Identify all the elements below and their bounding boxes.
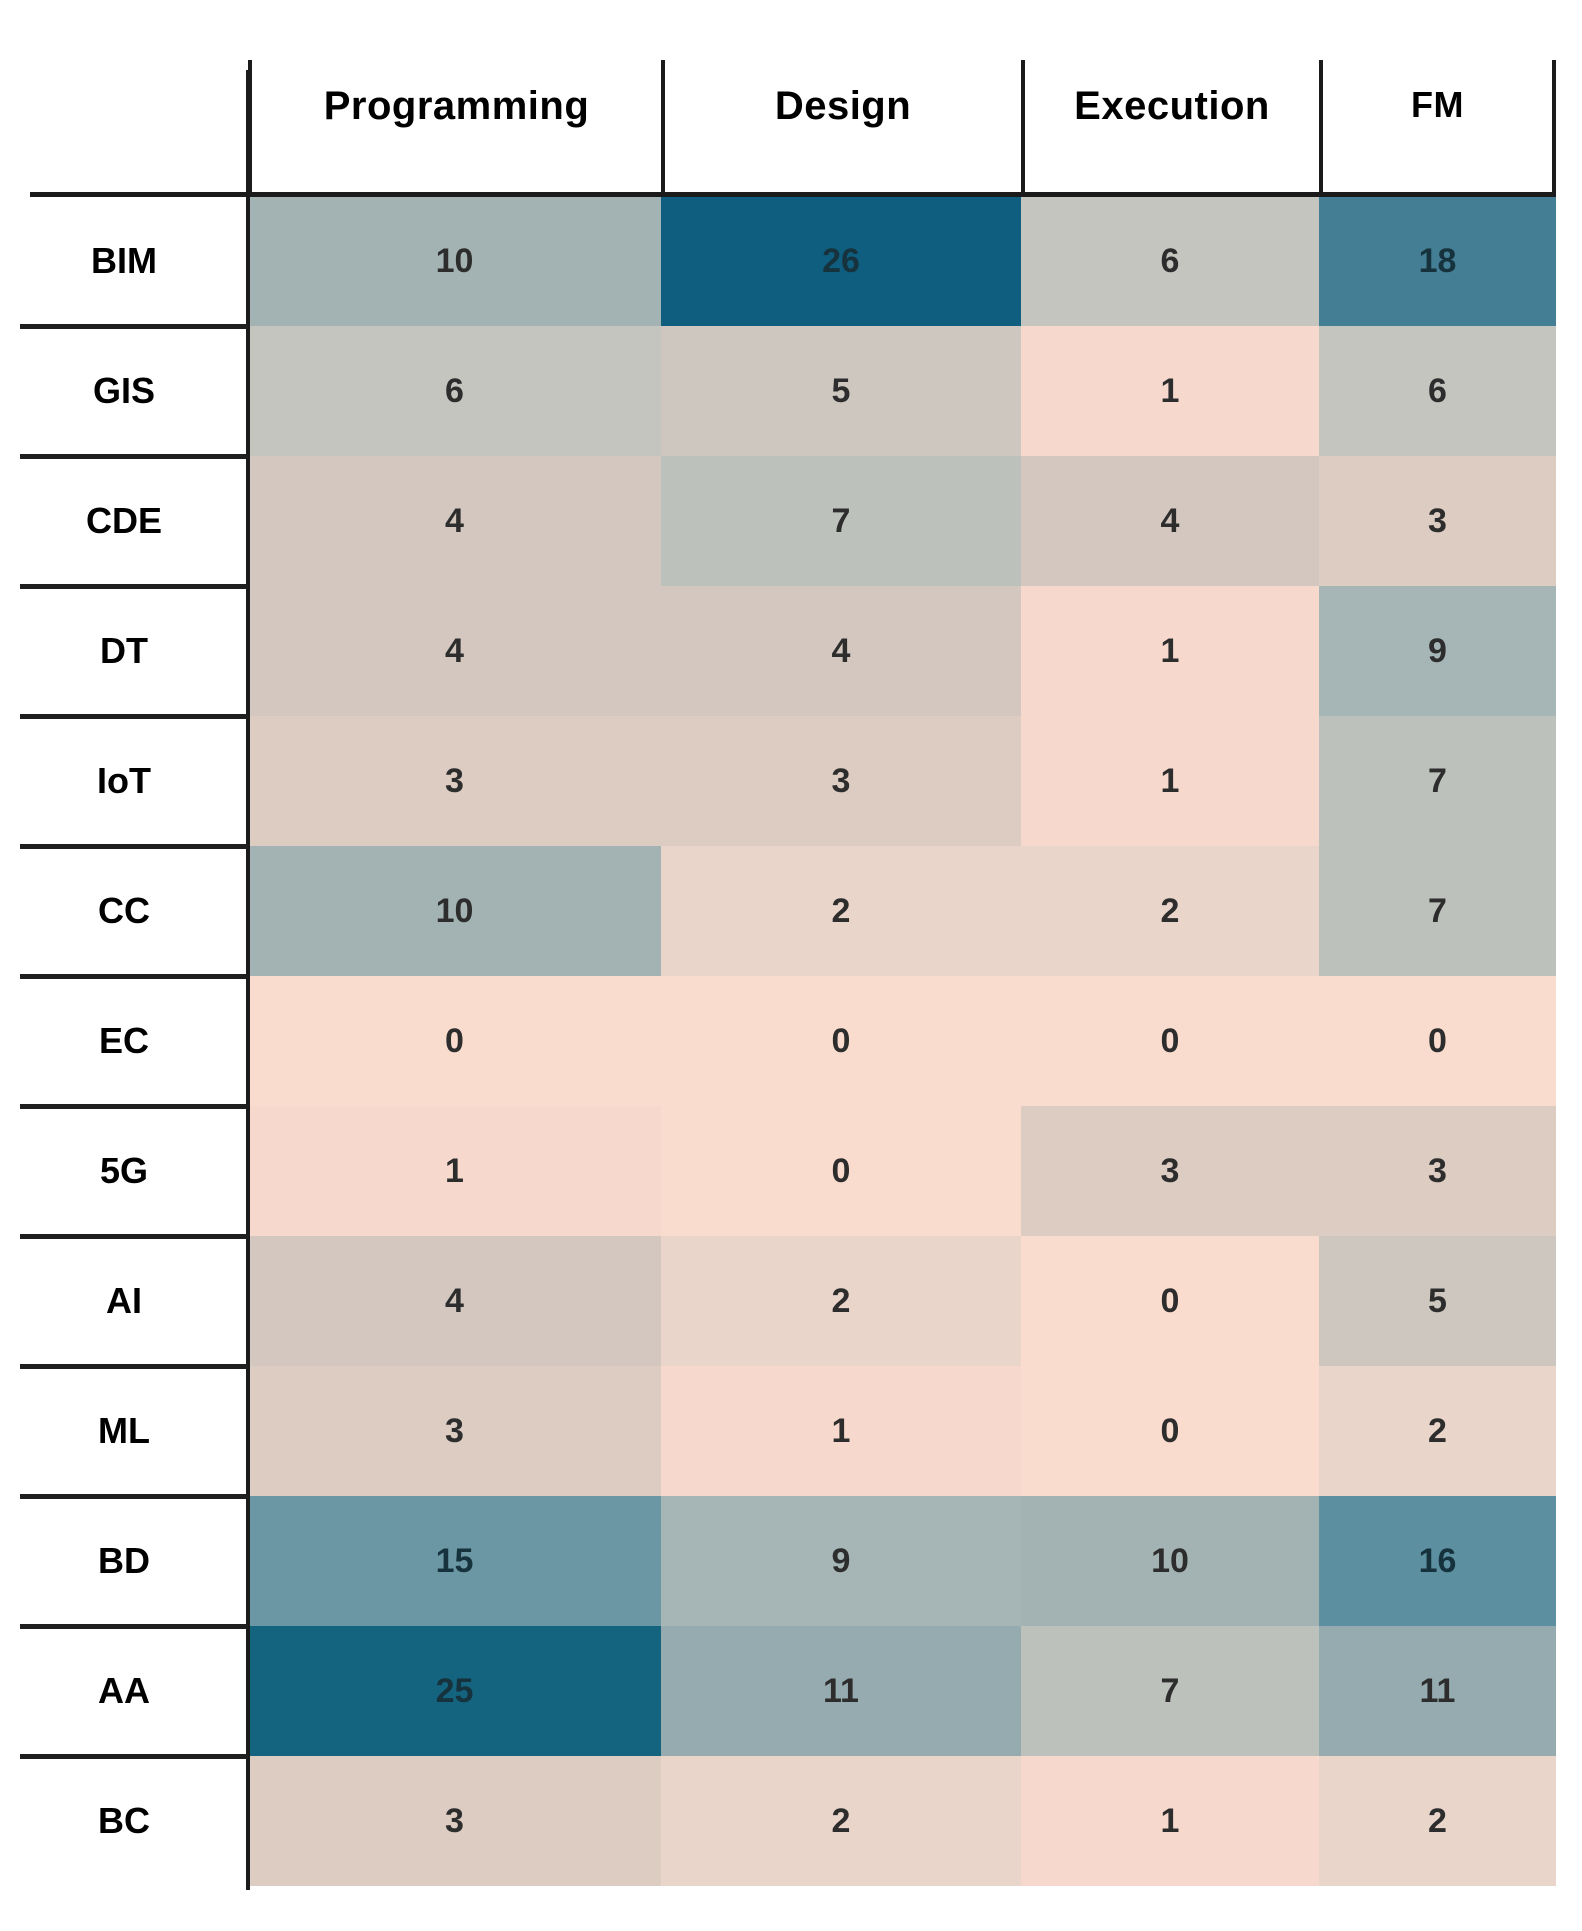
heatmap-cell: 6 <box>1021 196 1319 326</box>
row-label: GIS <box>0 326 248 456</box>
row-separator-line <box>20 1624 248 1629</box>
row-separator-line <box>20 324 248 329</box>
heatmap-cell: 3 <box>248 1366 661 1496</box>
heatmap-cell: 1 <box>661 1366 1021 1496</box>
row-label: AI <box>0 1236 248 1366</box>
heatmap-cell: 11 <box>1319 1626 1556 1756</box>
column-header-design: Design <box>661 60 1021 196</box>
heatmap-cell: 11 <box>661 1626 1021 1756</box>
row-label: ML <box>0 1366 248 1496</box>
row-label: DT <box>0 586 248 716</box>
heatmap-cell: 4 <box>248 1236 661 1366</box>
heatmap-cell: 0 <box>1319 976 1556 1106</box>
heatmap-cell: 4 <box>661 586 1021 716</box>
heatmap-cell: 2 <box>1319 1366 1556 1496</box>
heatmap-cell: 18 <box>1319 196 1556 326</box>
heatmap-cell: 2 <box>661 846 1021 976</box>
heatmap-cell: 4 <box>1021 456 1319 586</box>
heatmap-cell: 0 <box>1021 1236 1319 1366</box>
heatmap-cell: 1 <box>1021 1756 1319 1886</box>
row-label: BD <box>0 1496 248 1626</box>
row-separator-line <box>20 1364 248 1369</box>
heatmap-cell: 16 <box>1319 1496 1556 1626</box>
header-separator-line <box>30 192 1556 197</box>
heatmap-cell: 10 <box>248 846 661 976</box>
row-separator-line <box>20 714 248 719</box>
heatmap-cell: 0 <box>661 976 1021 1106</box>
heatmap-cell: 2 <box>1319 1756 1556 1886</box>
heatmap-cell: 4 <box>248 586 661 716</box>
label-data-divider-line <box>246 70 250 1890</box>
heatmap-cell: 25 <box>248 1626 661 1756</box>
row-label: 5G <box>0 1106 248 1236</box>
column-header-programming: Programming <box>248 60 661 196</box>
row-label: BC <box>0 1756 248 1886</box>
row-separator-line <box>20 1104 248 1109</box>
row-label: BIM <box>0 196 248 326</box>
heatmap-cell: 26 <box>661 196 1021 326</box>
heatmap-cell: 0 <box>1021 976 1319 1106</box>
row-label: IoT <box>0 716 248 846</box>
heatmap-cell: 6 <box>1319 326 1556 456</box>
heatmap-cell: 7 <box>1021 1626 1319 1756</box>
heatmap-cell: 0 <box>661 1106 1021 1236</box>
heatmap-cell: 9 <box>661 1496 1021 1626</box>
heatmap-cell: 1 <box>248 1106 661 1236</box>
heatmap-cell: 2 <box>661 1236 1021 1366</box>
row-separator-line <box>20 1234 248 1239</box>
heatmap-cell: 4 <box>248 456 661 586</box>
heatmap-cell: 7 <box>1319 846 1556 976</box>
heatmap-cell: 1 <box>1021 716 1319 846</box>
heatmap-cell: 2 <box>661 1756 1021 1886</box>
heatmap-cell: 5 <box>661 326 1021 456</box>
row-label: EC <box>0 976 248 1106</box>
heatmap-cell: 3 <box>1319 1106 1556 1236</box>
row-separator-line <box>20 454 248 459</box>
row-separator-line <box>20 1494 248 1499</box>
heatmap-cell: 15 <box>248 1496 661 1626</box>
column-header-execution: Execution <box>1021 60 1319 196</box>
heatmap-cell: 2 <box>1021 846 1319 976</box>
row-separator-line <box>20 1754 248 1759</box>
heatmap-grid: Programming Design Execution FM BIM 10 26 6… <box>0 60 1556 1886</box>
row-label: AA <box>0 1626 248 1756</box>
heatmap-cell: 7 <box>1319 716 1556 846</box>
heatmap-cell: 3 <box>1319 456 1556 586</box>
heatmap-cell: 10 <box>1021 1496 1319 1626</box>
heatmap-cell: 6 <box>248 326 661 456</box>
row-label: CDE <box>0 456 248 586</box>
row-separator-line <box>20 584 248 589</box>
heatmap-cell: 3 <box>661 716 1021 846</box>
heatmap-cell: 0 <box>248 976 661 1106</box>
heatmap-cell: 10 <box>248 196 661 326</box>
heatmap-cell: 5 <box>1319 1236 1556 1366</box>
heatmap-cell: 7 <box>661 456 1021 586</box>
heatmap-cell: 1 <box>1021 586 1319 716</box>
row-label: CC <box>0 846 248 976</box>
heatmap-cell: 3 <box>248 1756 661 1886</box>
row-separator-line <box>20 974 248 979</box>
heatmap-cell: 1 <box>1021 326 1319 456</box>
heatmap-cell: 3 <box>248 716 661 846</box>
table-corner <box>0 60 248 196</box>
heatmap-cell: 9 <box>1319 586 1556 716</box>
heatmap-cell: 3 <box>1021 1106 1319 1236</box>
row-separator-line <box>20 844 248 849</box>
column-header-fm: FM <box>1319 60 1556 196</box>
heatmap-cell: 0 <box>1021 1366 1319 1496</box>
